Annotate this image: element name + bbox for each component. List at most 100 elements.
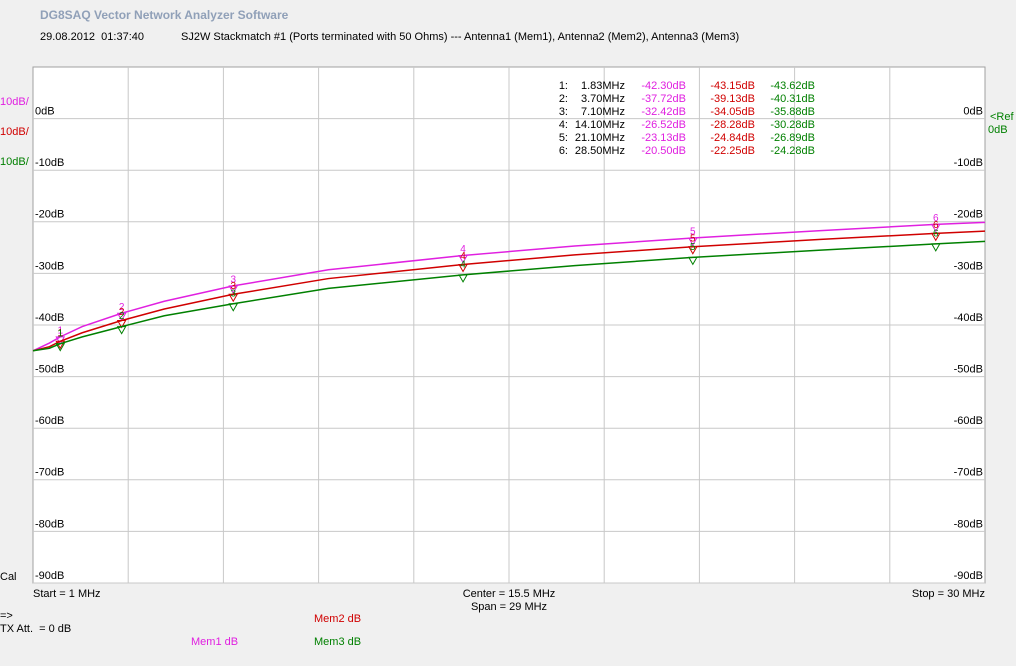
trace [32,240,986,352]
marker-table-cell: 1.83MHz [581,80,625,92]
marker [458,274,468,283]
subtitle: SJ2W Stackmatch #1 (Ports terminated wit… [181,31,739,43]
marker-table-cell: 3: [559,106,568,118]
marker-name: 5 [690,227,696,238]
ref-value: 0dB [988,124,1008,136]
marker [458,264,468,273]
marker-name: 2 [119,302,125,313]
stop-label: Stop = 30 MHz [912,588,985,600]
timestamp: 29.08.2012 01:37:40 [40,31,144,43]
marker [687,246,698,255]
marker-table-cell: -32.42dB [641,106,686,118]
trace [32,230,986,352]
marker-name: 2 [119,311,125,322]
marker-name: 5 [690,242,696,253]
cal-label: Cal [0,571,17,583]
span-label: Span = 29 MHz [471,601,547,613]
marker-name: 2 [119,307,125,318]
tx-att-label: TX Att. = 0 dB [0,623,71,635]
marker-name: 1 [57,326,63,337]
marker-table-cell: 14.10MHz [575,119,625,131]
marker-table-cell: -42.30dB [641,80,686,92]
marker [116,320,127,329]
marker-name: 4 [460,251,466,262]
marker-name: 6 [933,229,939,240]
scale-label: 10dB/ [0,96,30,108]
y-tick-label: -70dB [35,467,64,479]
marker-table-cell: -24.28dB [770,145,815,157]
y-tick-label-right: -40dB [954,312,983,324]
y-tick-label: -20dB [35,209,64,221]
y-tick-label: 0dB [35,106,55,118]
marker-table-cell: 28.50MHz [575,145,625,157]
marker [687,237,698,246]
marker-table-cell: -26.89dB [770,132,815,144]
marker-name: 4 [460,259,466,270]
y-tick-label-right: -10dB [954,157,983,169]
marker-table-cell: -43.15dB [710,80,755,92]
y-tick-label: -50dB [35,364,64,376]
scale-label: 10dB/ [0,126,30,138]
legend-entry: Mem2 dB [314,613,361,625]
trace [32,221,986,352]
marker-name: 4 [460,244,466,255]
legend-entry: Mem1 dB [191,636,238,648]
marker-table-cell: -39.13dB [710,93,755,105]
marker-table-cell: 2: [559,93,568,105]
arrow-label: => [0,610,13,622]
marker-table-cell: 6: [559,145,568,157]
marker [930,243,941,252]
marker-table-cell: 7.10MHz [581,106,625,118]
y-tick-label-right: -80dB [954,518,983,530]
marker-table-cell: -22.25dB [710,145,755,157]
marker-table-cell: -24.84dB [710,132,755,144]
y-tick-label-right: -60dB [954,415,983,427]
marker-table-cell: -35.88dB [770,106,815,118]
marker-table-cell: 4: [559,119,568,131]
marker [458,254,468,264]
y-tick-label: -10dB [35,157,64,169]
y-tick-label-right: -50dB [954,364,983,376]
marker-table-cell: 3.70MHz [581,93,625,105]
marker-name: 3 [230,281,236,292]
marker-name: 5 [690,233,696,244]
marker-table-cell: -28.28dB [710,119,755,131]
marker [930,232,941,242]
marker [687,256,698,266]
y-tick-label: -80dB [35,518,64,530]
marker [228,293,239,303]
marker-table-cell: 5: [559,132,568,144]
marker-table-cell: -37.72dB [641,93,686,105]
y-tick-label-right: 0dB [963,106,983,118]
y-tick-label-right: -30dB [954,260,983,272]
marker-table-cell: -20.50dB [641,145,686,157]
marker-table-cell: -40.31dB [770,93,815,105]
start-label: Start = 1 MHz [33,588,101,600]
marker-table-cell: -23.13dB [641,132,686,144]
marker-table-cell: 21.10MHz [575,132,625,144]
marker [228,285,239,294]
marker-name: 1 [57,328,63,339]
y-tick-label: -30dB [35,260,64,272]
app-title: DG8SAQ Vector Network Analyzer Software [40,8,289,22]
marker [116,326,127,335]
marker-table-cell: -26.52dB [641,119,686,131]
y-tick-label-right: -90dB [954,570,983,582]
marker-table-cell: 1: [559,80,568,92]
ref-label: <Ref [990,111,1014,123]
marker-name: 1 [57,328,63,339]
marker-table-cell: -30.28dB [770,119,815,131]
marker-table-cell: -34.05dB [710,106,755,118]
legend-entry: Mem3 dB [314,636,361,648]
marker [930,223,941,233]
marker-name: 6 [933,220,939,231]
marker [116,312,127,322]
y-tick-label-right: -20dB [954,209,983,221]
marker-name: 6 [933,213,939,224]
scale-label: 10dB/ [0,156,30,168]
y-tick-label-right: -70dB [954,467,983,479]
marker [55,343,66,352]
marker-name: 3 [230,288,236,299]
marker-table-cell: -43.62dB [770,80,815,92]
